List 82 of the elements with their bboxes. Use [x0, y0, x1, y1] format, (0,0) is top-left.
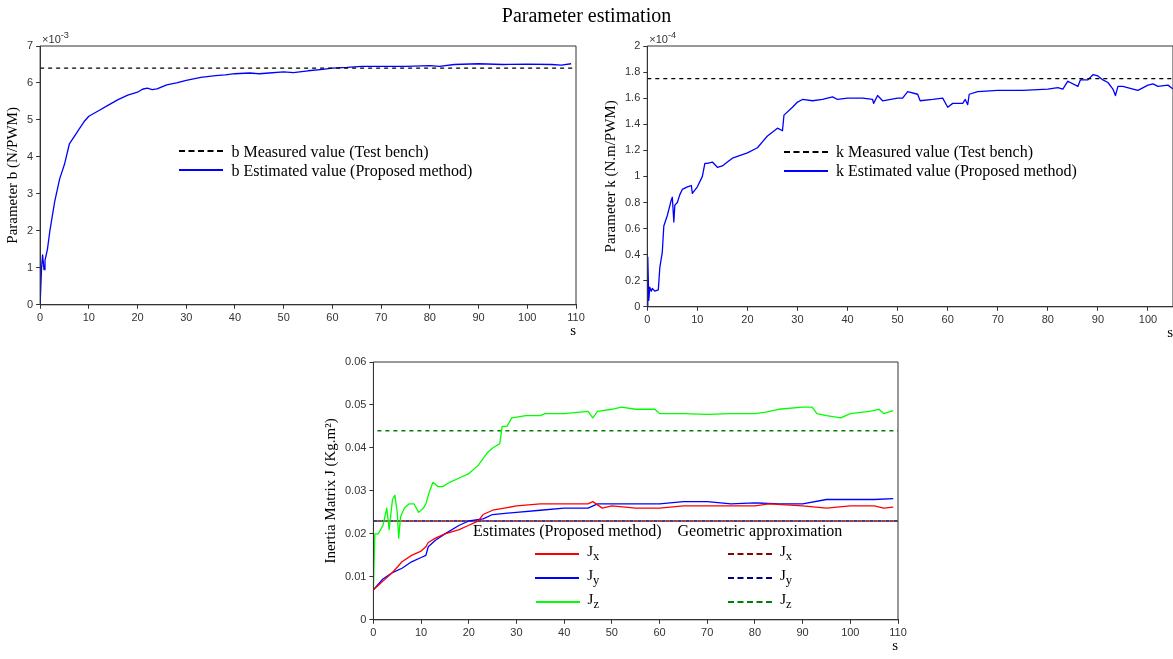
y-tick-label: 6 [26, 76, 34, 88]
legend-label: J$_{y}$ [779, 565, 792, 589]
x-tick-label: 20 [741, 313, 754, 326]
x-tick-label: 100 [518, 311, 537, 324]
x-tick-label: 30 [791, 313, 804, 326]
y-tick-label: 7 [26, 39, 34, 52]
legend-label: k Estimated value (Proposed method) [835, 161, 1077, 181]
chart-title: Parameter estimation [501, 4, 672, 26]
y-tick-label: 1.6 [624, 91, 641, 104]
x-tick-label: 40 [228, 311, 242, 324]
legend-label: J$_{x}$ [587, 541, 600, 565]
y-tick-label: 0 [26, 297, 34, 310]
text: ×10$^{-3}$ [42, 30, 69, 45]
x-tick-label: 10 [414, 626, 428, 639]
legend-label: J$_{z}$ [780, 589, 792, 613]
x-tick-label: 0 [644, 313, 651, 326]
x-tick-label: 30 [510, 626, 523, 639]
x-axis-title: s [892, 636, 899, 653]
y-tick-label: 0.01 [344, 569, 367, 582]
legend-label: J$_{x}$ [779, 541, 792, 565]
x-tick-label: 70 [991, 313, 1004, 326]
x-tick-label: 30 [180, 311, 193, 324]
legend-label: b Estimated value (Proposed method) [231, 161, 473, 180]
x-tick-label: 20 [462, 626, 475, 639]
y-tick-label: 3 [26, 186, 34, 199]
x-tick-label: 60 [653, 626, 666, 639]
x-tick-label: 40 [558, 626, 571, 639]
x-tick-label: 90 [796, 626, 809, 639]
x-axis-title: s [1167, 323, 1173, 340]
x-tick-label: 100 [1138, 313, 1158, 326]
x-tick-label: 80 [748, 626, 762, 639]
x-tick-label: 70 [375, 311, 388, 324]
x-axis-title: s [570, 321, 577, 338]
x-tick-label: 50 [605, 626, 618, 639]
x-tick-label: 110 [567, 311, 585, 324]
x-tick-label: 70 [701, 626, 714, 639]
y-tick-label: 4 [26, 149, 34, 162]
y-tick-label: 1.2 [624, 143, 641, 156]
legend-label: J$_{z}$ [587, 589, 599, 613]
y-axis-title: Inertia Matrix J (Kg.m²) [321, 418, 339, 564]
y-tick-label: 2 [26, 223, 34, 236]
text: ×10$^{-4}$ [649, 30, 677, 45]
x-tick-label: 100 [841, 626, 860, 639]
x-tick-label: 110 [889, 626, 907, 639]
y-axis-title: Parameter k (N.m/PWM) [601, 100, 619, 253]
x-tick-label: 10 [82, 311, 95, 324]
y-tick-label: 0.06 [344, 355, 367, 368]
x-tick-label: 50 [277, 311, 290, 324]
x-tick-label: 0 [370, 626, 377, 639]
x-tick-label: 0 [37, 311, 44, 324]
x-tick-label: 80 [423, 311, 436, 324]
y-tick-label: 0 [360, 612, 367, 625]
y-tick-label: 1 [634, 169, 641, 182]
y-tick-label: 1.8 [624, 65, 641, 78]
x-tick-label: 50 [891, 313, 904, 326]
x-tick-label: 40 [841, 313, 854, 326]
y-tick-label: 2 [634, 39, 641, 52]
x-tick-label: 90 [472, 311, 485, 324]
y-tick-label: 0.03 [344, 483, 367, 496]
x-tick-label: 60 [326, 311, 339, 324]
x-tick-label: 60 [941, 313, 954, 326]
legend-label: b Measured value (Test bench) [231, 141, 429, 161]
y-tick-label: 0.02 [344, 526, 367, 539]
y-tick-label: 0.8 [624, 195, 641, 208]
annotation: Estimates (Proposed method) [473, 521, 662, 540]
x-tick-label: 20 [131, 311, 144, 324]
y-tick-label: 1.4 [624, 117, 641, 130]
y-tick-label: 1 [26, 260, 34, 273]
y-tick-label: 0 [634, 299, 641, 312]
x-tick-label: 10 [691, 313, 704, 326]
legend-label: J$_{y}$ [587, 565, 600, 589]
x-tick-label: 90 [1091, 313, 1105, 326]
y-tick-label: 0.04 [344, 440, 367, 453]
y-tick-label: 0.6 [624, 221, 641, 234]
x-tick-label: 80 [1041, 313, 1054, 326]
y-tick-label: 0.2 [624, 273, 641, 286]
y-tick-label: 5 [26, 112, 34, 125]
y-tick-label: 0.4 [624, 247, 641, 260]
y-axis-title: Parameter b (N/PWM) [3, 107, 21, 244]
legend-label: k Measured value (Test bench) [835, 142, 1033, 162]
annotation: Geometric approximation [677, 521, 843, 540]
y-tick-label: 0.05 [344, 398, 367, 410]
